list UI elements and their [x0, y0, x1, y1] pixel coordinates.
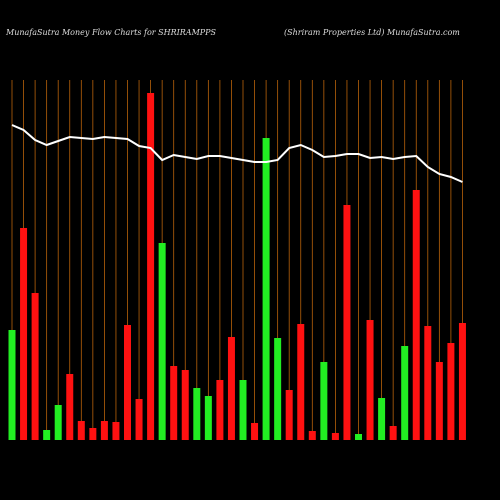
bar — [308, 431, 316, 440]
bar — [355, 434, 362, 440]
bar — [401, 346, 409, 440]
bar — [89, 428, 97, 440]
bar — [424, 326, 432, 440]
bar — [124, 325, 131, 440]
bar — [54, 405, 62, 440]
bar — [447, 343, 455, 440]
bar — [135, 399, 143, 440]
bar — [112, 422, 120, 440]
bar — [343, 205, 351, 440]
bar — [181, 370, 189, 440]
bar — [227, 337, 235, 440]
bar — [251, 423, 259, 440]
bar — [389, 426, 397, 440]
bar — [170, 366, 178, 440]
bar — [262, 138, 270, 440]
bar — [435, 362, 443, 440]
bar — [216, 380, 224, 440]
bar — [297, 324, 305, 440]
bar — [366, 320, 374, 440]
bar — [77, 421, 85, 440]
bar — [412, 190, 420, 440]
bar — [193, 388, 201, 440]
money-flow-line — [11, 124, 463, 183]
bar — [378, 398, 386, 440]
bar — [8, 330, 16, 440]
bar — [147, 93, 155, 440]
bar — [31, 293, 39, 440]
bar — [66, 374, 74, 440]
bar — [43, 430, 51, 440]
bar — [331, 433, 339, 440]
bar — [204, 396, 212, 440]
bar — [20, 228, 28, 440]
bar — [458, 323, 466, 440]
bar — [239, 380, 247, 440]
bar — [285, 390, 293, 440]
bar — [320, 362, 328, 440]
chart-subtitle: (Shriram Properties Ltd) MunafaSutra.com — [284, 28, 460, 37]
chart-title: MunafaSutra Money Flow Charts for SHRIRA… — [5, 28, 217, 37]
bar — [100, 421, 108, 440]
bar — [158, 243, 166, 440]
bar — [274, 338, 282, 440]
